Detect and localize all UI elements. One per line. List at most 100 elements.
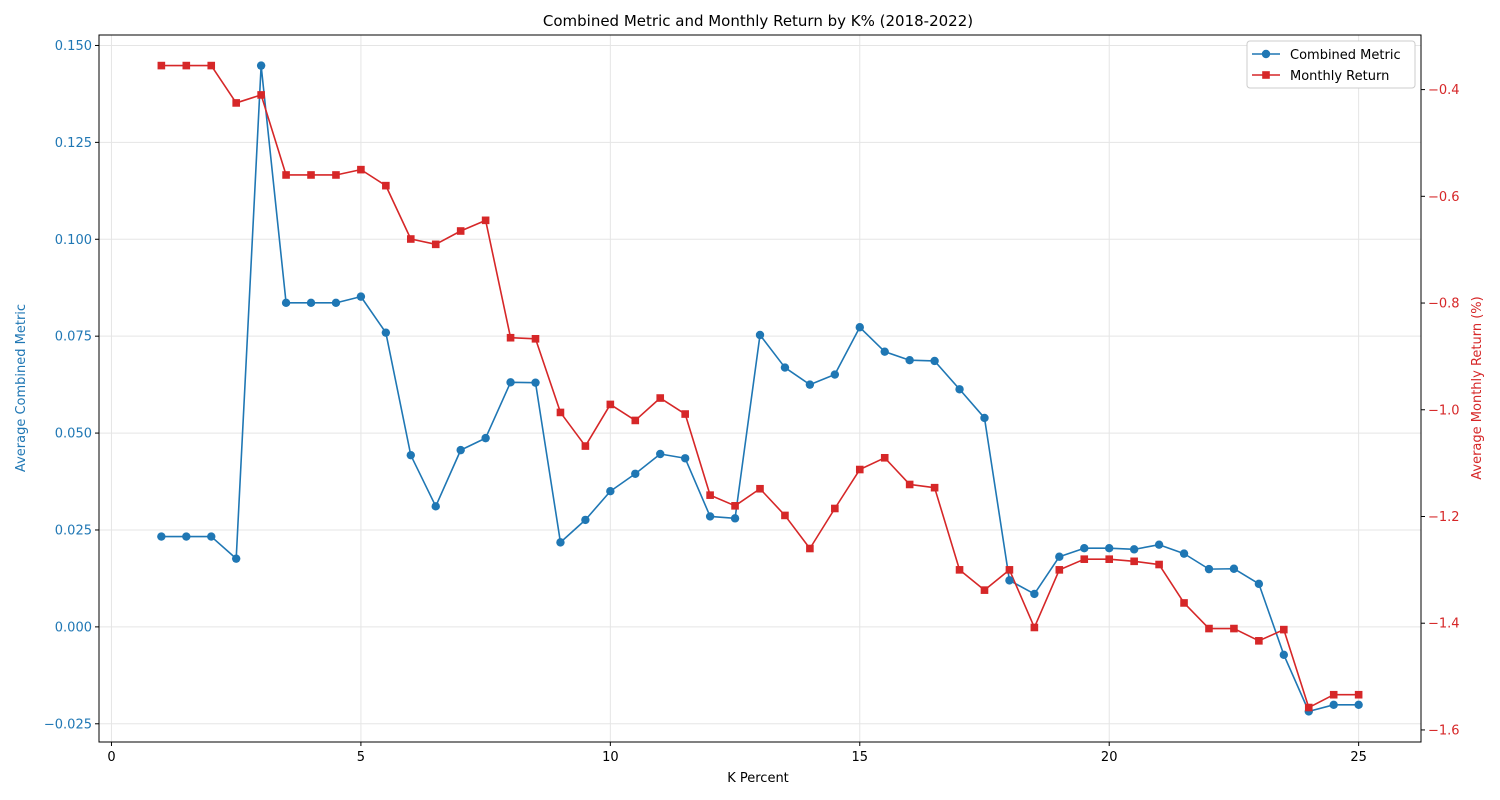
data-point-combined-metric: [680, 454, 690, 463]
data-point-combined-metric: [1179, 549, 1189, 558]
x-tick-label: 25: [1350, 750, 1367, 765]
data-point-monthly-return: [1055, 566, 1064, 574]
x-tick-label: 20: [1101, 750, 1118, 765]
y-tick-label-left: 0.075: [55, 330, 92, 345]
data-point-combined-metric: [1329, 700, 1338, 709]
data-point-combined-metric: [830, 370, 840, 379]
data-point-combined-metric: [955, 385, 964, 394]
y-tick-label-right: −0.4: [1428, 83, 1460, 98]
data-point-monthly-return: [831, 504, 839, 513]
data-point-combined-metric: [1229, 564, 1239, 573]
legend-label-monthly-return: Monthly Return: [1290, 69, 1389, 84]
data-point-monthly-return: [481, 216, 490, 225]
data-point-combined-metric: [456, 445, 465, 455]
data-point-monthly-return: [431, 240, 440, 249]
data-point-monthly-return: [980, 586, 989, 594]
data-point-combined-metric: [531, 378, 540, 387]
data-point-combined-metric: [805, 380, 815, 389]
data-point-combined-metric: [157, 532, 166, 541]
data-point-monthly-return: [855, 465, 864, 474]
plot-frame: [98, 34, 1422, 743]
data-point-combined-metric: [356, 292, 366, 301]
data-point-monthly-return: [382, 181, 390, 190]
data-point-monthly-return: [806, 544, 814, 553]
data-point-monthly-return: [456, 227, 465, 235]
data-point-combined-metric: [406, 450, 415, 460]
data-point-monthly-return: [656, 394, 665, 402]
data-point-monthly-return: [257, 91, 265, 99]
data-point-combined-metric: [306, 298, 316, 308]
data-point-monthly-return: [955, 566, 964, 574]
data-point-combined-metric: [656, 449, 665, 459]
data-point-combined-metric: [1254, 579, 1264, 589]
y-tick-label-right: −1.4: [1428, 617, 1460, 632]
data-point-monthly-return: [1304, 703, 1313, 712]
data-point-monthly-return: [182, 61, 191, 70]
data-point-monthly-return: [1005, 566, 1014, 574]
data-point-combined-metric: [1055, 552, 1064, 561]
data-point-combined-metric: [1354, 700, 1363, 709]
data-point-combined-metric: [1030, 589, 1039, 599]
data-point-monthly-return: [756, 484, 764, 493]
data-point-combined-metric: [606, 487, 615, 496]
data-point-combined-metric: [1080, 543, 1089, 553]
data-point-monthly-return: [781, 511, 789, 520]
data-point-monthly-return: [232, 99, 240, 107]
data-point-monthly-return: [207, 61, 216, 70]
data-point-monthly-return: [1030, 623, 1039, 632]
data-point-combined-metric: [481, 433, 490, 443]
data-point-monthly-return: [1329, 690, 1338, 699]
legend-box: [1246, 40, 1416, 89]
y-tick-label-left: 0.125: [55, 136, 92, 151]
data-point-monthly-return: [157, 61, 166, 70]
data-point-monthly-return: [706, 491, 714, 499]
y-tick-label-right: −1.0: [1428, 403, 1460, 418]
data-point-monthly-return: [1180, 599, 1188, 607]
legend-label-combined-metric: Combined Metric: [1290, 48, 1401, 63]
data-point-monthly-return: [307, 171, 315, 179]
data-point-combined-metric: [1279, 650, 1289, 659]
data-point-combined-metric: [207, 532, 216, 541]
data-point-combined-metric: [1129, 545, 1139, 554]
series-markers: [157, 61, 1363, 716]
y-tick-label-left: 0.000: [55, 620, 92, 635]
data-point-monthly-return: [731, 502, 739, 510]
data-point-combined-metric: [855, 323, 864, 332]
data-point-monthly-return: [905, 480, 914, 489]
data-point-monthly-return: [506, 333, 515, 342]
data-point-monthly-return: [556, 408, 565, 417]
data-point-combined-metric: [1005, 576, 1014, 585]
data-point-monthly-return: [1354, 690, 1363, 699]
x-tick-label: 15: [852, 750, 869, 765]
data-point-monthly-return: [1130, 557, 1138, 566]
data-point-monthly-return: [1205, 624, 1213, 633]
data-point-combined-metric: [331, 298, 341, 308]
y-tick-label-right: −0.6: [1428, 190, 1460, 205]
y-tick-label-left: 0.150: [55, 39, 92, 54]
data-point-combined-metric: [631, 469, 640, 478]
legend-marker-combined-metric: [1261, 49, 1271, 59]
y-tick-label-left: 0.050: [55, 427, 92, 442]
data-point-monthly-return: [1105, 555, 1114, 563]
data-point-combined-metric: [1154, 540, 1164, 549]
data-point-monthly-return: [531, 334, 540, 343]
grid-lines: [99, 35, 1421, 742]
chart-legend: Combined Metric Monthly Return: [1246, 40, 1416, 89]
data-point-monthly-return: [357, 165, 365, 174]
data-point-monthly-return: [1080, 555, 1089, 563]
data-point-monthly-return: [681, 410, 689, 418]
data-point-combined-metric: [880, 347, 889, 356]
data-point-monthly-return: [332, 171, 340, 179]
x-axis-title: K Percent: [727, 771, 789, 786]
data-point-combined-metric: [980, 413, 989, 423]
y-axis-title-left: Average Combined Metric: [14, 304, 29, 472]
data-point-monthly-return: [930, 483, 939, 492]
data-point-combined-metric: [281, 298, 291, 308]
data-point-combined-metric: [905, 356, 914, 365]
data-point-combined-metric: [182, 532, 191, 541]
data-point-monthly-return: [406, 235, 415, 243]
legend-marker-monthly-return: [1262, 71, 1270, 79]
data-point-monthly-return: [1255, 637, 1263, 645]
